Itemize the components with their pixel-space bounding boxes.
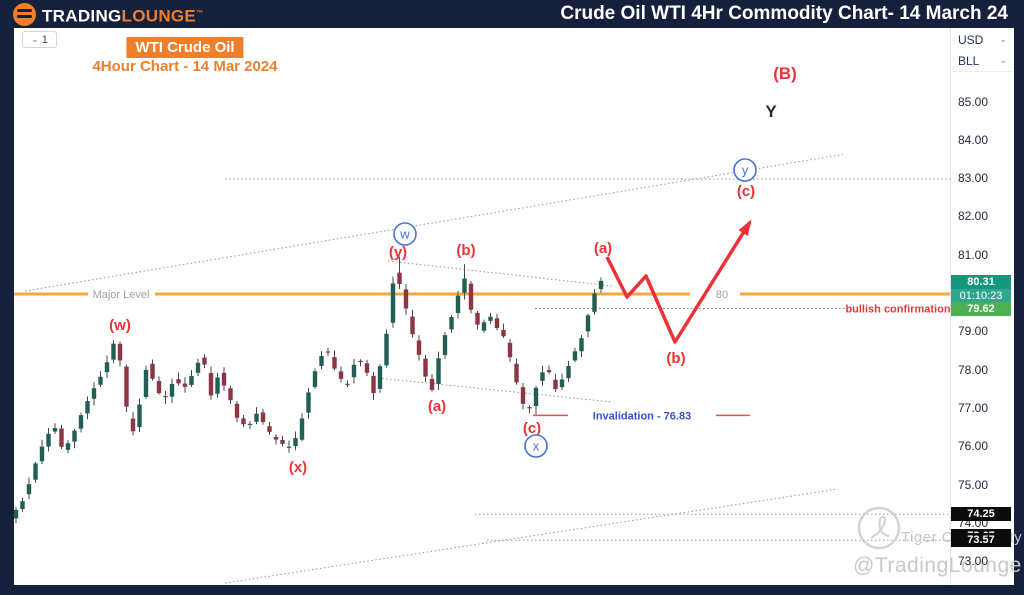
- wave-label-x: (x): [289, 459, 307, 476]
- unit-label: BLL: [958, 53, 980, 68]
- level-label-invalidation: Invalidation - 76.83: [593, 410, 691, 422]
- trendline-wedge-bottom: [377, 377, 613, 403]
- trendline-wedge-top: [387, 260, 613, 287]
- page-title: Crude Oil WTI 4Hr Commodity Chart- 14 Ma…: [560, 3, 1008, 24]
- trendline-rising-channel-upper: [24, 153, 846, 292]
- wave-label-B: (B): [773, 64, 797, 83]
- currency-label: USD: [958, 32, 984, 47]
- chart-subtitle: 4Hour Chart - 14 Mar 2024: [92, 58, 278, 75]
- brand-lounge: LOUNGE: [121, 6, 197, 26]
- chart-plot-area[interactable]: [14, 28, 950, 585]
- circled-wave-x-icon: [524, 434, 548, 458]
- watermark-handle: @TradingLounge: [853, 554, 1022, 577]
- wave-label-y: (y): [389, 244, 407, 261]
- tradinglounge-logo-icon: [13, 3, 36, 27]
- top-bar: TRADINGLOUNGE™ Crude Oil WTI 4Hr Commodi…: [0, 0, 1024, 28]
- wave-projection-path: [605, 221, 752, 344]
- interval-button[interactable]: ⌄ 1: [22, 31, 57, 48]
- interval-label: 1: [41, 33, 48, 46]
- wave-label-c: (c): [737, 183, 755, 200]
- chevron-down-icon: ⌄: [999, 34, 1007, 44]
- tradinglounge-logo: TRADINGLOUNGE™: [13, 2, 203, 28]
- wave-label-b: (b): [456, 242, 475, 259]
- chevron-down-icon: ⌄: [31, 34, 39, 44]
- wave-label-a: (a): [594, 240, 612, 257]
- unit-dropdown[interactable]: BLL ⌄: [951, 49, 1013, 70]
- circled-wave-w-icon: [393, 222, 417, 246]
- brand-tm: ™: [196, 10, 204, 17]
- circled-wave-w-text: w: [399, 227, 410, 242]
- trendline-rising-channel-lower: [224, 488, 839, 584]
- wave-label-w: (w): [109, 317, 131, 334]
- circled-wave-y-icon: [733, 158, 757, 182]
- watermark-credit: Tiger Commodity: [901, 529, 1023, 546]
- wave-projection-arrowhead-icon: [738, 219, 752, 236]
- instrument-title-badge: WTI Crude Oil: [126, 37, 244, 58]
- candles-group: [13, 256, 604, 524]
- wave-label-b: (b): [666, 350, 685, 367]
- level-label-major-level: Major Level: [93, 289, 150, 301]
- brand-trading: TRADING: [42, 6, 122, 26]
- level-label-major-level: 80: [716, 289, 728, 301]
- brand-text: TRADINGLOUNGE™: [42, 2, 203, 28]
- tiger-commodity-logo-icon: [857, 506, 901, 550]
- level-label-bullish-confirmation: bullish confirmation: [845, 304, 950, 316]
- circled-wave-x-text: x: [533, 439, 540, 454]
- wave-label-a: (a): [428, 398, 446, 415]
- circled-wave-y-text: y: [742, 163, 749, 178]
- chevron-down-icon: ⌄: [999, 55, 1007, 65]
- currency-dropdown[interactable]: USD ⌄: [951, 28, 1013, 49]
- wave-label-c: (c): [523, 420, 541, 437]
- currency-unit-box: USD ⌄ BLL ⌄: [951, 28, 1013, 72]
- wave-label-Y: Y: [765, 102, 777, 121]
